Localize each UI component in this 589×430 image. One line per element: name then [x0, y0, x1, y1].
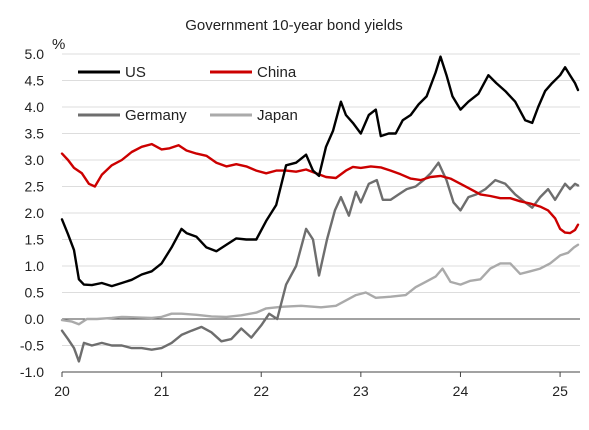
x-tick-label: 20	[54, 383, 70, 399]
y-tick-label: 4.5	[25, 73, 45, 89]
legend-label-germany: Germany	[125, 107, 187, 124]
series-line-us	[60, 55, 580, 288]
y-tick-label: 1.0	[25, 258, 45, 274]
series-lines	[60, 55, 580, 363]
series-line-japan	[60, 243, 580, 326]
series-line-china	[60, 142, 580, 235]
legend-label-china: China	[257, 64, 297, 81]
x-tick-label: 21	[154, 383, 170, 399]
y-tick-label: 4.0	[25, 99, 45, 115]
gridlines	[62, 53, 580, 373]
y-tick-label: 0.5	[25, 285, 45, 301]
y-tick-label: 0.0	[25, 311, 45, 327]
y-tick-label: 2.5	[25, 179, 45, 195]
series-line-germany	[60, 161, 580, 363]
x-tick-label: 25	[552, 383, 568, 399]
chart-title: Government 10-year bond yields	[185, 17, 403, 34]
y-tick-label: 3.5	[25, 126, 45, 142]
y-tick-label: -0.5	[20, 338, 44, 354]
x-tick-label: 24	[453, 383, 469, 399]
y-tick-label: -1.0	[20, 364, 44, 380]
legend-label-japan: Japan	[257, 107, 298, 124]
legend-label-us: US	[125, 64, 146, 81]
legend: US China Germany Japan	[78, 64, 298, 124]
x-tick-label: 22	[253, 383, 269, 399]
y-tick-label: 2.0	[25, 205, 45, 221]
x-tick-label: 23	[353, 383, 369, 399]
y-axis-unit-label: %	[52, 36, 65, 53]
y-tick-label: 5.0	[25, 46, 45, 62]
y-tick-label: 3.0	[25, 152, 45, 168]
y-tick-label: 1.5	[25, 232, 45, 248]
axes: -1.0 -0.5 0.0 0.5 1.0 1.5 2.0 2.5 3.0 3.5 4.0 4.5 5.…	[20, 46, 580, 399]
